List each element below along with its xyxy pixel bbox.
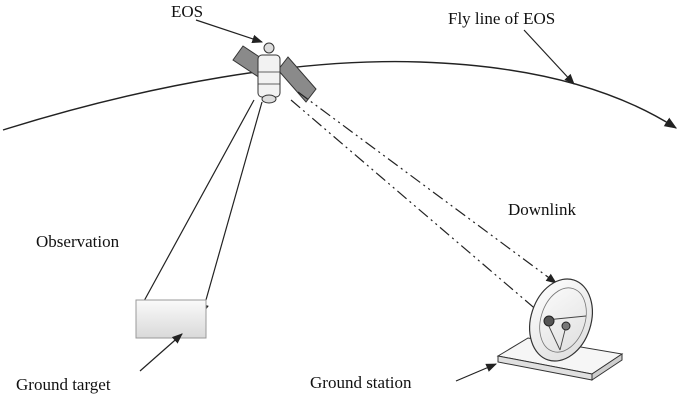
ground-target	[135, 299, 207, 339]
label-downlink: Downlink	[508, 200, 577, 219]
satellite-eos	[232, 42, 317, 104]
label-ground-target: Ground target	[16, 375, 111, 394]
solar-panel-right	[277, 56, 317, 103]
fly-line-pointer-arrow	[523, 29, 575, 85]
satellite-body	[257, 54, 281, 98]
station-base-side	[591, 353, 623, 381]
observation-ray-right	[200, 101, 263, 316]
eos-pointer-arrow	[195, 19, 264, 44]
ground-station	[496, 278, 624, 381]
downlink-line-upper	[297, 91, 557, 284]
label-observation: Observation	[36, 232, 120, 251]
observation-ray-left	[137, 99, 255, 313]
label-eos: EOS	[171, 2, 203, 21]
label-ground-station: Ground station	[310, 373, 412, 392]
ground-station-pointer-arrow	[455, 363, 497, 382]
ground-target-pointer-arrow	[139, 333, 183, 372]
label-fly-line: Fly line of EOS	[448, 9, 555, 28]
fly-line	[2, 60, 678, 131]
